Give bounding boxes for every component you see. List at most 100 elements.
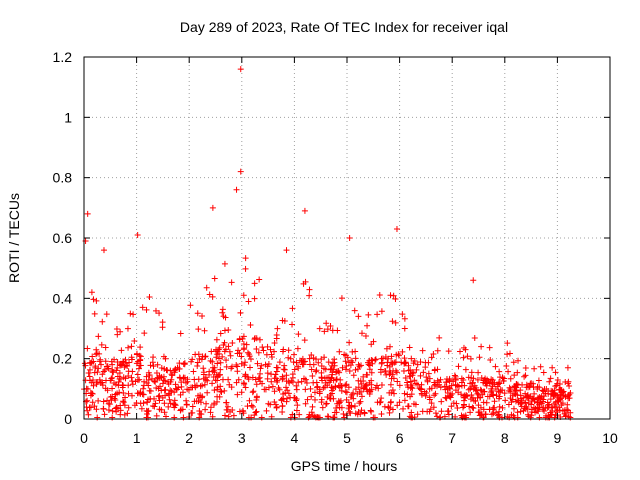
data-point — [219, 376, 226, 383]
data-point — [308, 352, 315, 359]
data-point — [296, 411, 303, 418]
data-point — [486, 344, 493, 351]
data-point — [315, 359, 322, 366]
data-point — [470, 405, 477, 412]
data-point — [304, 396, 311, 403]
data-point — [213, 336, 220, 343]
data-point — [221, 260, 228, 267]
data-point — [271, 388, 278, 395]
data-point — [417, 372, 424, 379]
data-point — [199, 313, 206, 320]
data-point — [189, 403, 196, 410]
data-point — [177, 330, 184, 337]
data-point — [240, 380, 247, 387]
data-point — [83, 404, 90, 411]
data-point — [400, 405, 407, 412]
data-point — [128, 374, 135, 381]
data-point — [246, 351, 253, 358]
data-point — [143, 407, 150, 414]
data-point — [309, 403, 316, 410]
data-point — [240, 341, 247, 348]
data-point — [155, 385, 162, 392]
data-point — [543, 412, 550, 419]
data-point — [454, 405, 461, 412]
data-point — [452, 373, 459, 380]
data-point — [178, 379, 185, 386]
data-point — [147, 387, 154, 394]
data-point — [289, 371, 296, 378]
data-point — [392, 296, 399, 303]
data-points — [81, 66, 574, 421]
data-point — [171, 397, 178, 404]
data-point — [280, 346, 287, 353]
data-point — [501, 375, 508, 382]
data-point — [489, 383, 496, 390]
data-point — [470, 277, 477, 284]
data-point — [156, 310, 163, 317]
data-point — [405, 362, 412, 369]
data-point — [543, 386, 550, 393]
data-point — [167, 400, 174, 407]
x-axis-label: GPS time / hours — [291, 458, 398, 474]
data-point — [343, 396, 350, 403]
data-point — [161, 409, 168, 416]
data-point — [84, 397, 91, 404]
data-point — [251, 412, 258, 419]
data-point — [554, 398, 561, 405]
data-point — [336, 404, 343, 411]
data-point — [362, 382, 369, 389]
data-point — [116, 369, 123, 376]
data-point — [495, 388, 502, 395]
data-point — [245, 298, 252, 305]
data-point — [554, 377, 561, 384]
data-point — [144, 399, 151, 406]
data-point — [125, 382, 132, 389]
data-point — [256, 276, 263, 283]
data-point — [387, 343, 394, 350]
data-point — [469, 379, 476, 386]
data-point — [513, 388, 520, 395]
data-point — [264, 343, 271, 350]
data-point — [365, 311, 372, 318]
data-point — [145, 382, 152, 389]
data-point — [217, 330, 224, 337]
data-point — [93, 406, 100, 413]
data-point — [149, 359, 156, 366]
data-point — [496, 368, 503, 375]
data-point — [422, 392, 429, 399]
data-point — [401, 315, 408, 322]
data-point — [95, 397, 102, 404]
data-point — [209, 204, 216, 211]
data-point — [112, 405, 119, 412]
data-point — [279, 317, 286, 324]
data-point — [512, 391, 519, 398]
data-point — [473, 387, 480, 394]
data-point — [460, 404, 467, 411]
data-point — [235, 376, 242, 383]
data-point — [254, 360, 261, 367]
data-point — [522, 372, 529, 379]
data-point — [343, 381, 350, 388]
x-tick-label: 10 — [602, 430, 618, 446]
data-point — [343, 389, 350, 396]
data-point — [420, 369, 427, 376]
data-point — [86, 366, 93, 373]
data-point — [395, 351, 402, 358]
data-point — [504, 351, 511, 358]
data-point — [224, 403, 231, 410]
data-point — [247, 364, 254, 371]
data-point — [165, 378, 172, 385]
data-point — [506, 384, 513, 391]
data-point — [427, 406, 434, 413]
data-point — [283, 372, 290, 379]
data-point — [358, 362, 365, 369]
data-point — [194, 363, 201, 370]
data-point — [553, 382, 560, 389]
data-point — [264, 375, 271, 382]
data-point — [408, 384, 415, 391]
data-point — [511, 383, 518, 390]
data-point — [460, 402, 467, 409]
data-point — [537, 363, 544, 370]
data-point — [346, 235, 353, 241]
data-point — [109, 385, 116, 392]
